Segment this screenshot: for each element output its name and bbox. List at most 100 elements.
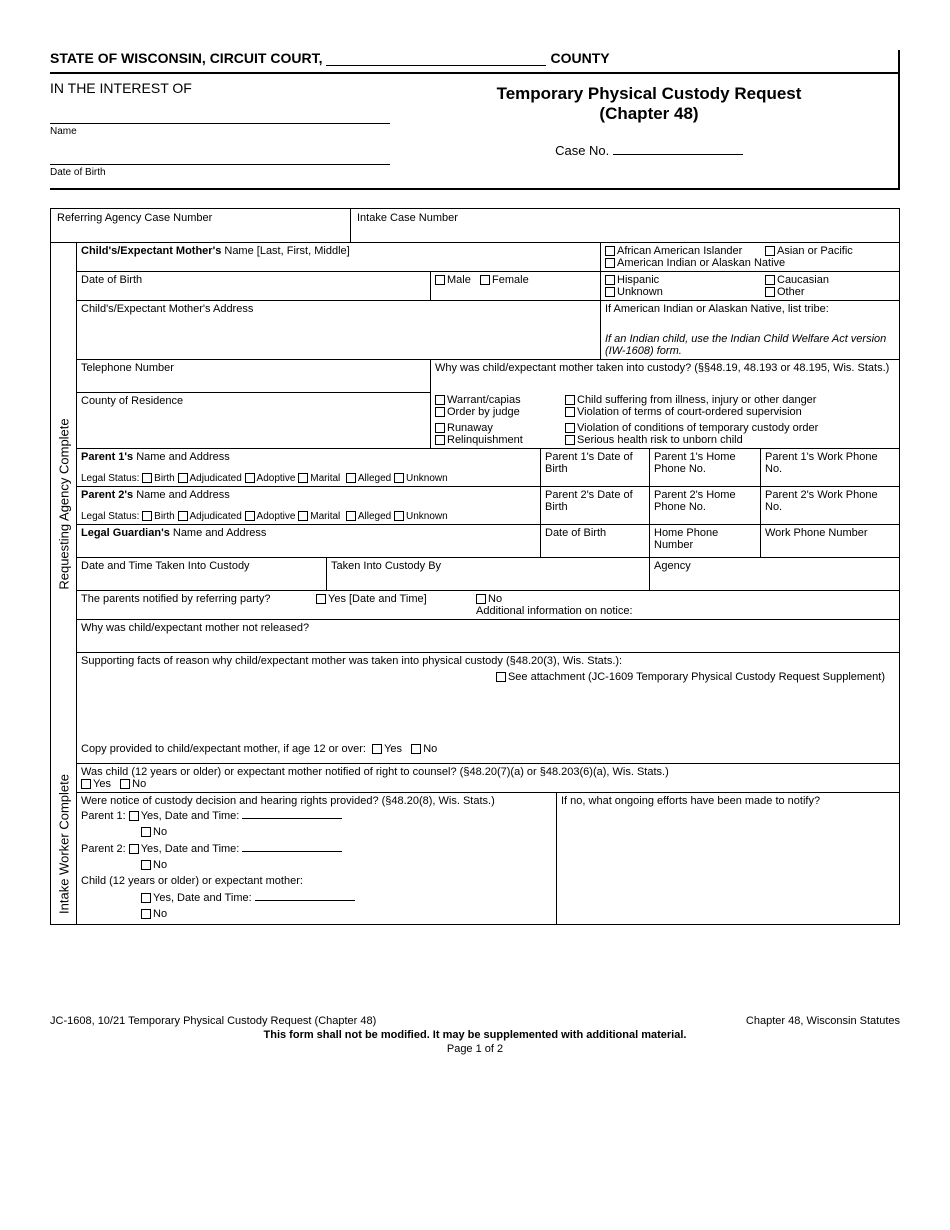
checkbox-cond[interactable] [565, 423, 575, 433]
footer-left: JC-1608, 10/21 Temporary Physical Custod… [50, 1015, 376, 1027]
p1-alleged[interactable] [346, 473, 356, 483]
ifno-cell: If no, what ongoing efforts have been ma… [557, 793, 899, 924]
guardian-work: Work Phone Number [761, 525, 899, 557]
counsel-yes[interactable] [81, 779, 91, 789]
name-input-line[interactable] [50, 110, 390, 124]
child-notice-no[interactable] [141, 909, 151, 919]
p1-adopt[interactable] [245, 473, 255, 483]
p2-adopt[interactable] [245, 511, 255, 521]
parent2-dob: Parent 2's Date of Birth [541, 487, 650, 524]
see-attach-cb[interactable] [496, 672, 506, 682]
checkbox-runaway[interactable] [435, 423, 445, 433]
checkbox-illness[interactable] [565, 395, 575, 405]
parent1-home: Parent 1's Home Phone No. [650, 449, 761, 486]
hearing-rights: Were notice of custody decision and hear… [77, 793, 557, 924]
checkbox-ai[interactable] [605, 258, 615, 268]
parent2-name: Parent 2's Name and Address Legal Status… [77, 487, 541, 524]
name-label: Name [50, 126, 400, 151]
child-dt-blank[interactable] [255, 891, 355, 901]
p1-notice-yes[interactable] [129, 811, 139, 821]
county-label: COUNTY [550, 50, 609, 66]
checkbox-order[interactable] [435, 407, 445, 417]
custody-by: Taken Into Custody By [327, 558, 650, 590]
county-cell-pad [77, 420, 431, 448]
counsel-row: Was child (12 years or older) or expecta… [77, 764, 899, 792]
notice-yes[interactable] [316, 594, 326, 604]
form-chapter: (Chapter 48) [400, 104, 898, 124]
checkbox-unk[interactable] [605, 287, 615, 297]
checkbox-male[interactable] [435, 275, 445, 285]
child-addr-cell: Child's/Expectant Mother's Address [77, 301, 601, 359]
footer-center: This form shall not be modified. It may … [50, 1029, 900, 1041]
dob-label: Date of Birth [50, 167, 400, 180]
checkbox-other[interactable] [765, 287, 775, 297]
checkbox-health[interactable] [565, 435, 575, 445]
intake-case-no: Intake Case Number [351, 209, 899, 242]
why-options2: Runaway Relinquishment Violation of cond… [431, 420, 899, 448]
court-header: STATE OF WISCONSIN, CIRCUIT COURT, COUNT… [50, 50, 900, 74]
why-options: Warrant/capias Order by judge Child suff… [431, 392, 899, 420]
custody-date: Date and Time Taken Into Custody [77, 558, 327, 590]
main-form: Referring Agency Case Number Intake Case… [50, 208, 900, 925]
page: STATE OF WISCONSIN, CIRCUIT COURT, COUNT… [50, 50, 900, 1055]
parent1-work: Parent 1's Work Phone No. [761, 449, 899, 486]
child-name-cell: Child's/Expectant Mother's Name [Last, F… [77, 243, 601, 271]
p2-unk[interactable] [394, 511, 404, 521]
tel-cell: Telephone Number [77, 360, 431, 392]
p1-birth[interactable] [142, 473, 152, 483]
p1-dt-blank[interactable] [242, 809, 342, 819]
p2-dt-blank[interactable] [242, 842, 342, 852]
footer: JC-1608, 10/21 Temporary Physical Custod… [50, 1015, 900, 1055]
parent1-dob: Parent 1's Date of Birth [541, 449, 650, 486]
state-text: STATE OF WISCONSIN, CIRCUIT COURT, [50, 50, 322, 66]
custody-agency: Agency [650, 558, 899, 590]
case-no-label: Case No. [555, 143, 609, 158]
requesting-side-label: Requesting Agency Complete [51, 243, 77, 764]
notice-no[interactable] [476, 594, 486, 604]
child-notice-yes[interactable] [141, 893, 151, 903]
p2-notice-no[interactable] [141, 860, 151, 870]
copy-no[interactable] [411, 744, 421, 754]
dob-input-line[interactable] [50, 151, 390, 165]
child-sex-cell: Male Female [431, 272, 601, 300]
notice-row: The parents notified by referring party?… [77, 591, 899, 619]
p1-adj[interactable] [178, 473, 188, 483]
p2-birth[interactable] [142, 511, 152, 521]
p2-alleged[interactable] [346, 511, 356, 521]
guardian-name: Legal Guardian's Name and Address [77, 525, 541, 557]
checkbox-aa[interactable] [605, 246, 615, 256]
county-cell: County of Residence [77, 392, 431, 420]
case-no-row: Case No. [400, 142, 898, 158]
copy-yes[interactable] [372, 744, 382, 754]
p2-marital[interactable] [298, 511, 308, 521]
checkbox-warrant[interactable] [435, 395, 445, 405]
footer-page: Page 1 of 2 [50, 1043, 900, 1055]
why-cell: Why was child/expectant mother taken int… [431, 360, 899, 392]
parent2-work: Parent 2's Work Phone No. [761, 487, 899, 524]
counsel-no[interactable] [120, 779, 130, 789]
guardian-home: Home Phone Number [650, 525, 761, 557]
guardian-dob: Date of Birth [541, 525, 650, 557]
intake-side-label: Intake Worker Complete [51, 764, 77, 924]
p1-unk[interactable] [394, 473, 404, 483]
case-no-input[interactable] [613, 142, 743, 155]
p1-marital[interactable] [298, 473, 308, 483]
p1-notice-no[interactable] [141, 827, 151, 837]
county-blank[interactable] [326, 52, 546, 66]
p2-adj[interactable] [178, 511, 188, 521]
checkbox-female[interactable] [480, 275, 490, 285]
footer-right: Chapter 48, Wisconsin Statutes [746, 1015, 900, 1027]
checkbox-terms[interactable] [565, 407, 575, 417]
referring-case-no: Referring Agency Case Number [51, 209, 351, 242]
checkbox-cauc[interactable] [765, 275, 775, 285]
parent2-home: Parent 2's Home Phone No. [650, 487, 761, 524]
p2-notice-yes[interactable] [129, 844, 139, 854]
interest-label: IN THE INTEREST OF [50, 80, 400, 110]
demographics-cell: African American Islander Asian or Pacif… [601, 243, 899, 271]
checkbox-hisp[interactable] [605, 275, 615, 285]
checkbox-relinq[interactable] [435, 435, 445, 445]
checkbox-ap[interactable] [765, 246, 775, 256]
tribe-cell: If American Indian or Alaskan Native, li… [601, 301, 899, 359]
form-title: Temporary Physical Custody Request [400, 84, 898, 104]
demographics-cell2: Hispanic Caucasian Unknown Other [601, 272, 899, 300]
